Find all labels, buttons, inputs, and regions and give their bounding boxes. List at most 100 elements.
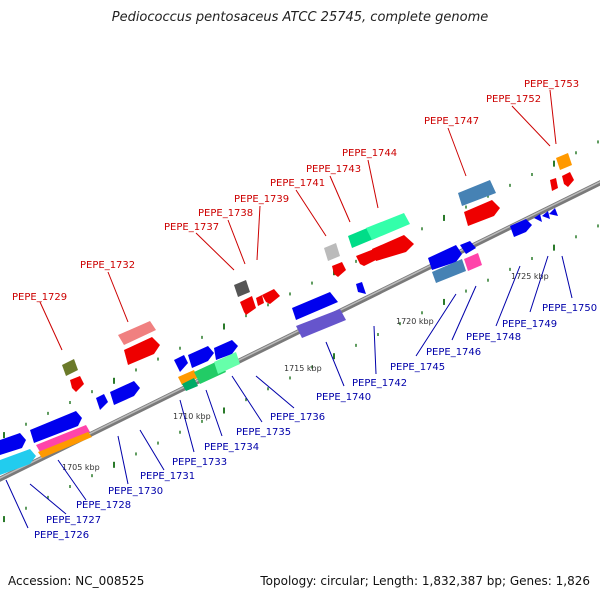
leader-line: [256, 205, 261, 261]
gene-feature[interactable]: [324, 243, 340, 261]
scale-labels: 1705 kbp 1710 kbp 1715 kbp 1720 kbp 1725…: [62, 272, 549, 472]
gene-label[interactable]: PEPE_1745: [390, 362, 445, 373]
gene-label[interactable]: PEPE_1733: [172, 457, 227, 468]
gene-feature[interactable]: [432, 259, 466, 283]
gene-label[interactable]: PEPE_1752: [486, 94, 541, 105]
gene-feature[interactable]: [188, 346, 214, 368]
gene-label[interactable]: PEPE_1726: [34, 530, 89, 541]
gene-features: [0, 153, 574, 475]
leader-line: [39, 301, 63, 351]
gene-feature[interactable]: [366, 213, 410, 240]
leader-line: [549, 89, 557, 145]
gene-label[interactable]: PEPE_1734: [204, 442, 259, 453]
gene-label[interactable]: PEPE_1730: [108, 486, 163, 497]
gene-feature[interactable]: [556, 153, 572, 170]
leader-lines: [5, 89, 573, 529]
gene-feature[interactable]: [124, 337, 160, 365]
leader-line: [495, 265, 521, 327]
leader-line: [415, 293, 457, 357]
leader-line: [367, 159, 379, 209]
scale-label: 1715 kbp: [284, 364, 322, 373]
gene-feature[interactable]: [534, 214, 542, 222]
genome-summary-text: Topology: circular; Length: 1,832,387 bp…: [260, 574, 590, 588]
gene-label[interactable]: PEPE_1731: [140, 471, 195, 482]
gene-feature[interactable]: [428, 245, 462, 270]
leader-line: [511, 105, 551, 147]
gene-feature[interactable]: [372, 235, 414, 261]
gene-label[interactable]: PEPE_1747: [424, 116, 479, 127]
leader-line: [5, 479, 29, 529]
gene-label[interactable]: PEPE_1746: [426, 347, 481, 358]
gene-label[interactable]: PEPE_1727: [46, 515, 101, 526]
gene-feature[interactable]: [70, 376, 84, 392]
gene-feature[interactable]: [562, 172, 574, 187]
gene-feature[interactable]: [542, 211, 550, 219]
gene-label[interactable]: PEPE_1729: [12, 292, 67, 303]
gene-feature[interactable]: [214, 340, 238, 360]
gene-feature[interactable]: [214, 352, 240, 374]
gene-label[interactable]: PEPE_1753: [524, 79, 579, 90]
gene-feature[interactable]: [332, 262, 346, 277]
gene-feature[interactable]: [464, 253, 482, 271]
gene-feature[interactable]: [510, 219, 532, 237]
gene-feature[interactable]: [62, 359, 78, 376]
gene-label[interactable]: PEPE_1739: [234, 194, 289, 205]
leader-line: [107, 271, 129, 323]
leader-line: [57, 459, 87, 501]
gene-feature[interactable]: [118, 321, 156, 345]
tick-marks: [3, 140, 599, 523]
gene-feature[interactable]: [256, 295, 264, 306]
gene-label[interactable]: PEPE_1737: [164, 222, 219, 233]
gene-feature[interactable]: [356, 282, 366, 294]
leader-line: [231, 375, 263, 423]
leader-line: [29, 483, 67, 515]
gene-label[interactable]: PEPE_1732: [80, 260, 135, 271]
gene-label[interactable]: PEPE_1735: [236, 427, 291, 438]
gene-label[interactable]: PEPE_1728: [76, 500, 131, 511]
leader-line: [139, 429, 165, 471]
scale-label: 1725 kbp: [511, 272, 549, 281]
leader-line: [179, 399, 195, 453]
gene-label[interactable]: PEPE_1742: [352, 378, 407, 389]
gene-feature[interactable]: [38, 432, 92, 458]
gene-feature[interactable]: [30, 411, 82, 443]
gene-feature[interactable]: [178, 370, 198, 385]
gene-label[interactable]: PEPE_1741: [270, 178, 325, 189]
scale-label: 1720 kbp: [396, 317, 434, 326]
gene-feature[interactable]: [36, 425, 90, 452]
leader-line: [529, 255, 549, 313]
gene-label[interactable]: PEPE_1744: [342, 148, 397, 159]
gene-feature[interactable]: [110, 381, 140, 405]
leader-line: [255, 375, 295, 409]
leader-line: [205, 389, 223, 437]
gene-feature[interactable]: [464, 200, 500, 226]
gene-feature[interactable]: [292, 292, 338, 320]
leader-line: [227, 219, 246, 265]
gene-label[interactable]: PEPE_1748: [466, 332, 521, 343]
leader-line: [295, 189, 327, 237]
gene-label[interactable]: PEPE_1740: [316, 392, 371, 403]
gene-feature[interactable]: [96, 394, 108, 410]
leader-line: [561, 255, 573, 299]
gene-feature[interactable]: [182, 378, 198, 391]
gene-label[interactable]: PEPE_1750: [542, 303, 597, 314]
gene-feature[interactable]: [174, 355, 188, 372]
gene-feature[interactable]: [262, 289, 280, 304]
gene-label[interactable]: PEPE_1743: [306, 164, 361, 175]
gene-feature[interactable]: [234, 280, 250, 297]
gene-feature[interactable]: [0, 433, 26, 455]
gene-label[interactable]: PEPE_1736: [270, 412, 325, 423]
gene-feature[interactable]: [549, 208, 558, 216]
gene-feature[interactable]: [460, 241, 476, 254]
gene-feature[interactable]: [240, 296, 256, 315]
gene-feature[interactable]: [550, 178, 558, 191]
gene-feature[interactable]: [0, 449, 36, 475]
gene-label[interactable]: PEPE_1749: [502, 319, 557, 330]
gene-label[interactable]: PEPE_1738: [198, 208, 253, 219]
gene-feature[interactable]: [458, 180, 496, 206]
leader-line: [451, 285, 477, 341]
gene-feature[interactable]: [356, 249, 378, 266]
scale-label: 1710 kbp: [173, 412, 211, 421]
gene-feature[interactable]: [296, 309, 346, 338]
leader-line: [373, 325, 377, 375]
